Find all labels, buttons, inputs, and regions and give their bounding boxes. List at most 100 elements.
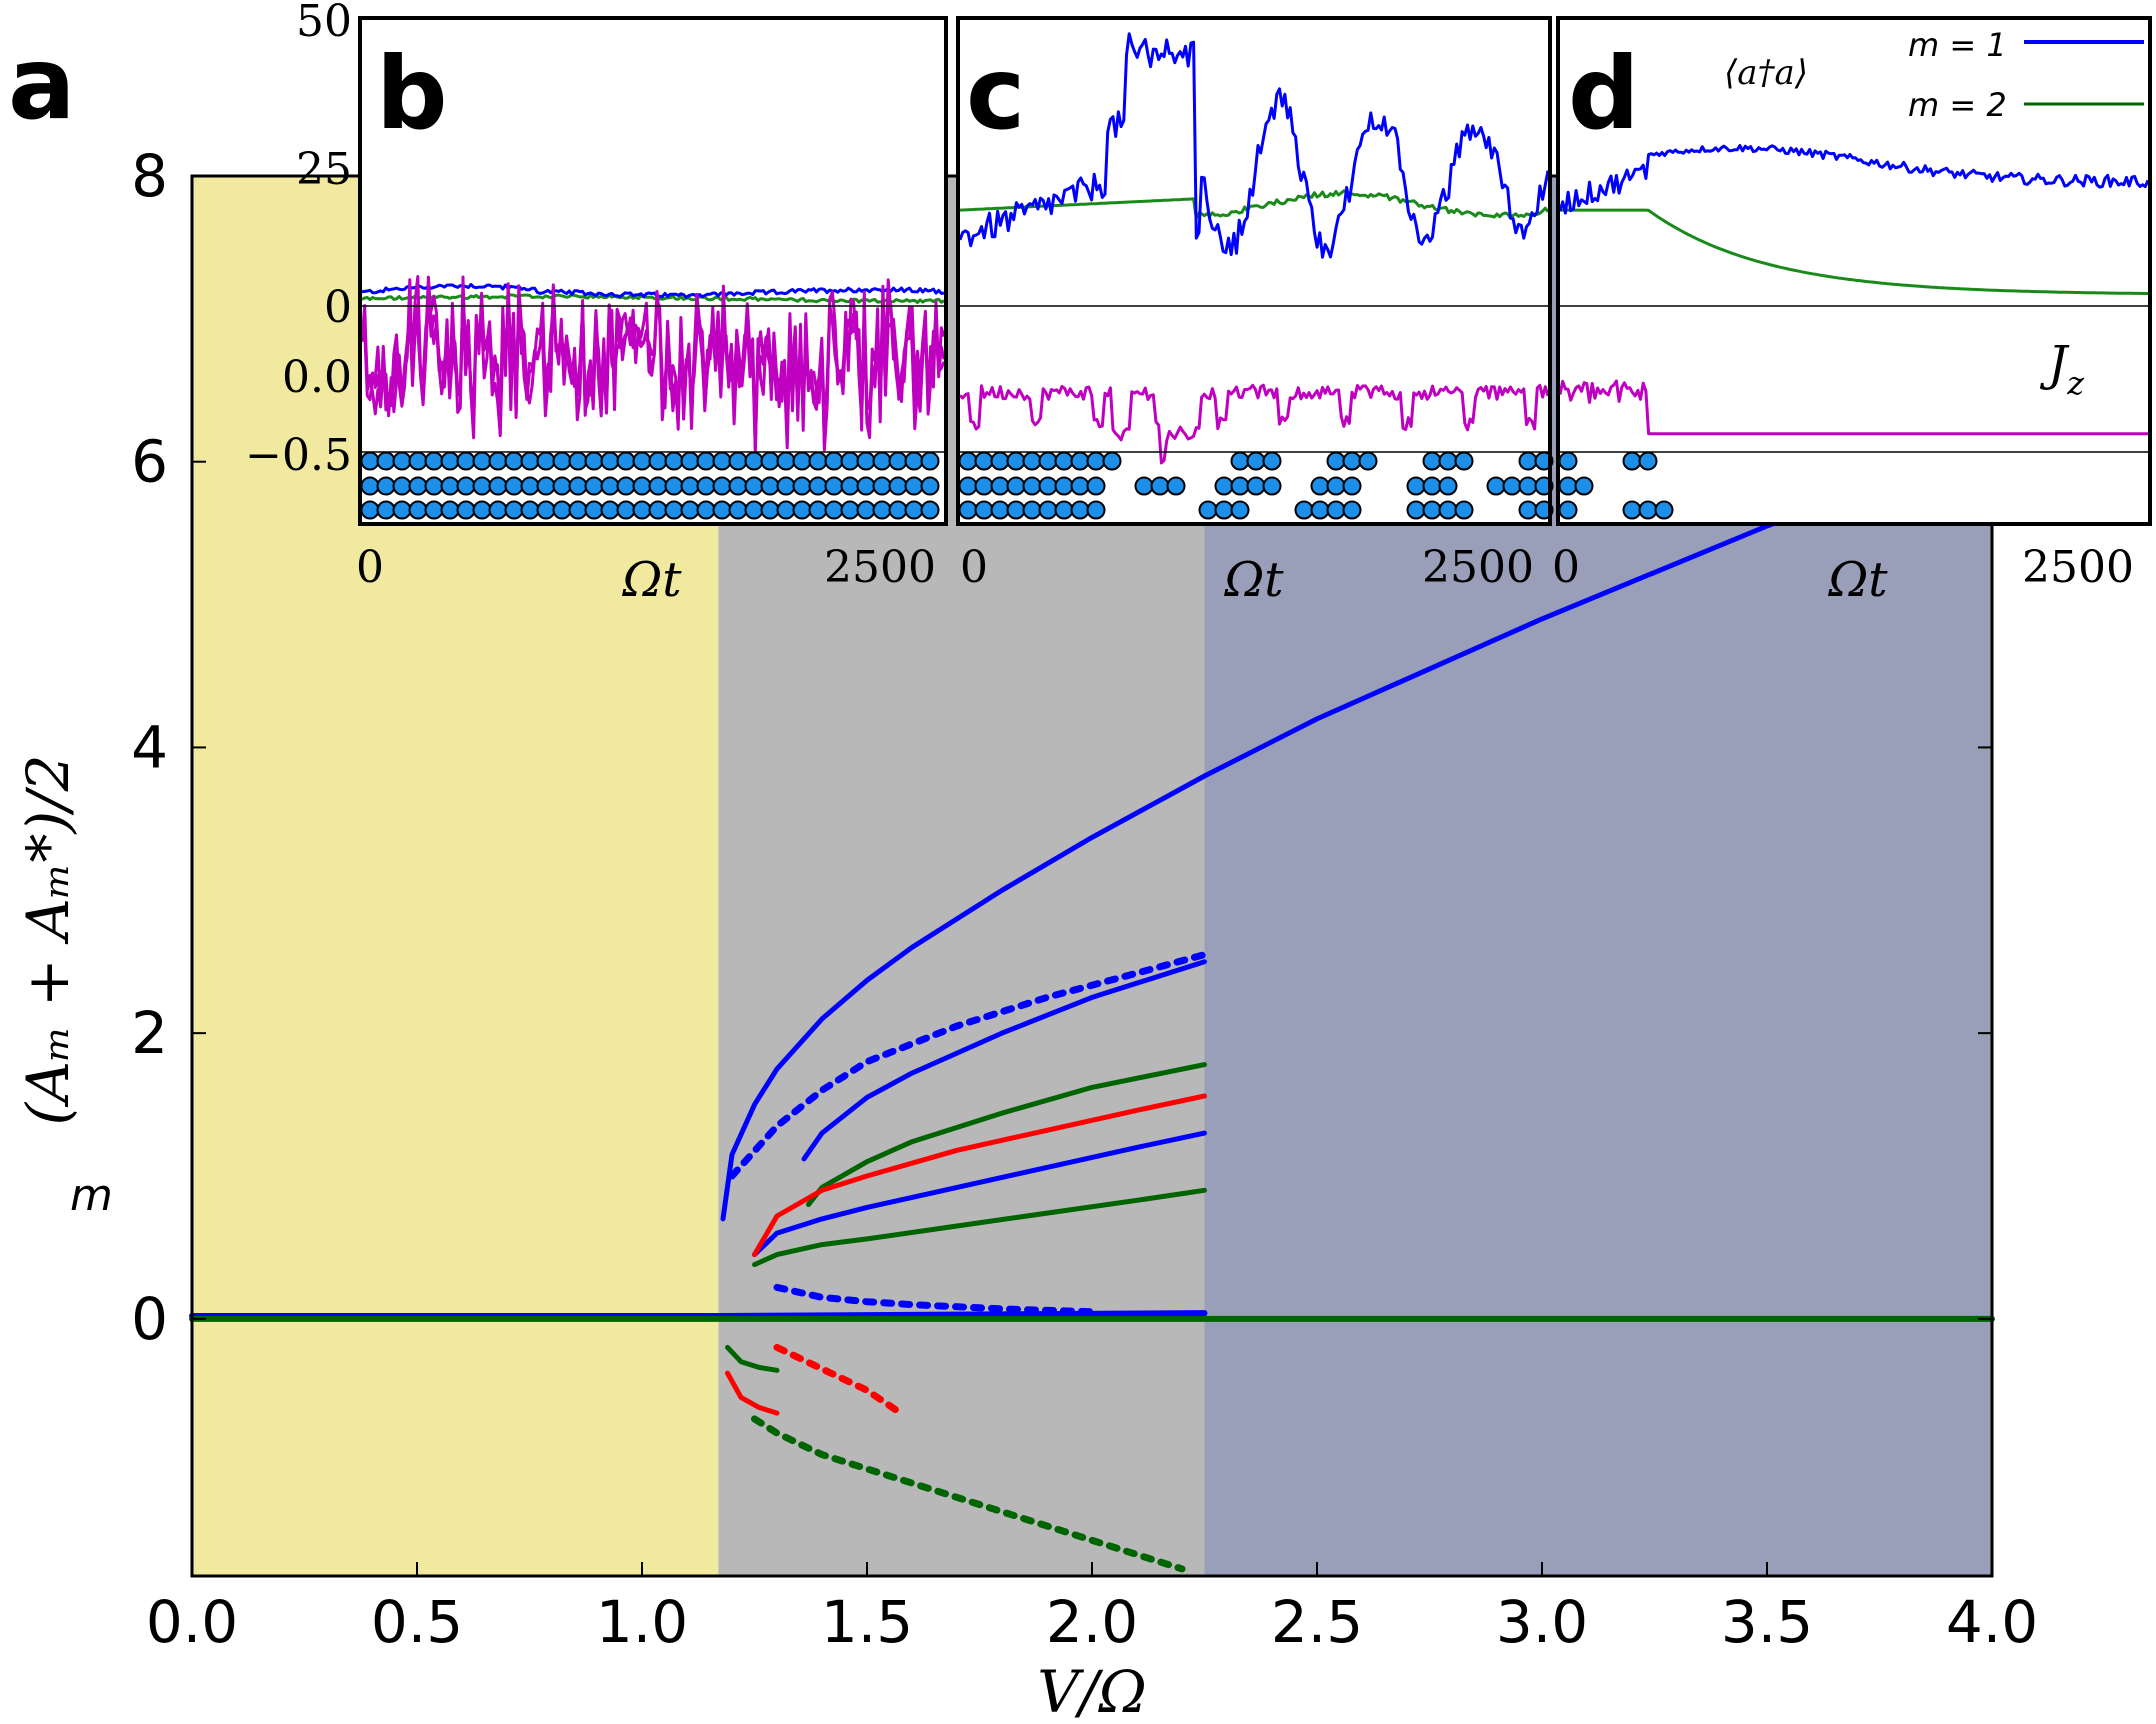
state-marker bbox=[920, 500, 940, 520]
state-marker bbox=[1102, 451, 1122, 471]
inset-panel-c bbox=[956, 16, 1554, 526]
state-marker bbox=[584, 500, 604, 520]
state-marker bbox=[1654, 500, 1674, 520]
state-marker bbox=[974, 476, 994, 496]
state-marker bbox=[1326, 500, 1346, 520]
occupation-m2-line bbox=[1560, 208, 2148, 295]
inset-b-xtick-0: 0 bbox=[356, 542, 384, 593]
state-marker bbox=[1422, 476, 1442, 496]
state-marker bbox=[974, 500, 994, 520]
state-marker bbox=[1422, 500, 1442, 520]
state-marker bbox=[536, 451, 556, 471]
state-marker bbox=[520, 500, 540, 520]
state-marker bbox=[712, 476, 732, 496]
inset-ytick-25: 25 bbox=[296, 144, 352, 195]
state-marker bbox=[648, 500, 668, 520]
state-marker bbox=[840, 476, 860, 496]
state-marker bbox=[1622, 451, 1642, 471]
state-marker bbox=[888, 476, 908, 496]
state-marker bbox=[904, 500, 924, 520]
state-marker bbox=[456, 451, 476, 471]
occupation-m1-line bbox=[958, 32, 1550, 259]
series-m-1-dotted-1 bbox=[728, 951, 1208, 1180]
legend-label-m2: m = 2 bbox=[1908, 86, 2007, 124]
state-marker bbox=[360, 500, 380, 520]
legend-label-m1: m = 1 bbox=[1908, 26, 2007, 64]
state-marker bbox=[1438, 476, 1458, 496]
state-marker bbox=[1134, 476, 1154, 496]
state-marker bbox=[990, 451, 1010, 471]
state-marker bbox=[1326, 451, 1346, 471]
y-tick-label: 0 bbox=[131, 1285, 168, 1353]
state-marker bbox=[616, 500, 636, 520]
inset-ytick-j0: 0.0 bbox=[282, 352, 352, 403]
x-tick-label: 0.0 bbox=[146, 1588, 238, 1656]
state-marker bbox=[1518, 451, 1538, 471]
inset-bg bbox=[1558, 18, 2150, 524]
y-tick-label: 6 bbox=[131, 428, 168, 496]
state-marker bbox=[424, 500, 444, 520]
x-tick-label: 2.5 bbox=[1271, 1588, 1363, 1656]
inset-b-xlabel: Ωt bbox=[621, 552, 682, 608]
state-marker bbox=[728, 500, 748, 520]
state-marker bbox=[856, 500, 876, 520]
state-marker bbox=[1262, 451, 1282, 471]
x-axis-label: V/Ω bbox=[1037, 1658, 1147, 1724]
state-marker bbox=[712, 451, 732, 471]
state-marker bbox=[888, 500, 908, 520]
inset-c-xtick-2500: 2500 bbox=[1422, 542, 1534, 593]
series-m-1-upper-branch bbox=[720, 437, 1995, 1222]
state-marker bbox=[1070, 500, 1090, 520]
state-marker bbox=[1054, 476, 1074, 496]
state-marker bbox=[1006, 451, 1026, 471]
state-marker bbox=[456, 500, 476, 520]
state-marker bbox=[744, 500, 764, 520]
state-marker bbox=[1342, 476, 1362, 496]
series-red-lower bbox=[725, 1370, 780, 1416]
state-marker bbox=[920, 476, 940, 496]
state-marker bbox=[824, 500, 844, 520]
state-marker bbox=[728, 451, 748, 471]
state-marker bbox=[728, 476, 748, 496]
state-marker bbox=[840, 500, 860, 520]
series-m-2-branch-1 bbox=[806, 1062, 1207, 1208]
state-marker bbox=[696, 500, 716, 520]
state-marker bbox=[568, 500, 588, 520]
state-marker bbox=[376, 476, 396, 496]
x-ticks: 0.0 0.5 1.0 1.5 2.0 2.5 3.0 3.5 4.0 bbox=[146, 176, 2038, 1656]
state-marker bbox=[584, 476, 604, 496]
x-tick-label: 1.0 bbox=[596, 1588, 688, 1656]
state-marker bbox=[776, 451, 796, 471]
state-marker bbox=[1022, 451, 1042, 471]
state-marker bbox=[632, 476, 652, 496]
state-marker bbox=[990, 500, 1010, 520]
state-marker bbox=[424, 476, 444, 496]
x-tick-label: 3.0 bbox=[1496, 1588, 1588, 1656]
state-marker bbox=[456, 476, 476, 496]
state-marker bbox=[904, 476, 924, 496]
state-marker bbox=[552, 476, 572, 496]
y-tick-label: 8 bbox=[131, 142, 168, 210]
state-marker bbox=[1326, 476, 1346, 496]
state-marker bbox=[1622, 500, 1642, 520]
y-axis-sub-label: m bbox=[70, 1170, 113, 1221]
state-marker bbox=[1246, 451, 1266, 471]
series-m-1-branch-3 bbox=[752, 1130, 1207, 1258]
series-m-2-branch-2 bbox=[752, 1187, 1207, 1268]
state-marker bbox=[1454, 500, 1474, 520]
state-marker bbox=[696, 451, 716, 471]
state-marker bbox=[1262, 476, 1282, 496]
state-marker bbox=[552, 500, 572, 520]
state-marker bbox=[1166, 476, 1186, 496]
state-marker bbox=[584, 451, 604, 471]
state-marker bbox=[1054, 451, 1074, 471]
state-marker bbox=[632, 500, 652, 520]
state-marker bbox=[1198, 500, 1218, 520]
state-marker bbox=[1246, 476, 1266, 496]
legend-title: ⟨a†a⟩ bbox=[1724, 53, 1808, 93]
state-marker bbox=[1038, 500, 1058, 520]
inset-frame bbox=[358, 16, 948, 526]
panel-letter-c: c bbox=[966, 35, 1025, 152]
x-tick-label: 1.5 bbox=[821, 1588, 913, 1656]
